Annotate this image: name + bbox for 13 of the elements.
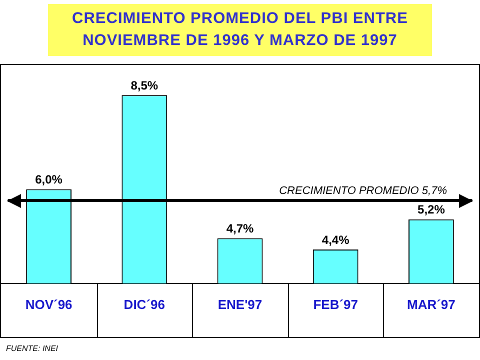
- data-label: 8,5%: [130, 78, 158, 92]
- data-label: 4,7%: [226, 222, 254, 236]
- data-label: 4,4%: [322, 232, 350, 247]
- source-note: FUENTE: INEI: [6, 344, 58, 353]
- x-tick-label: MAR´97: [406, 296, 456, 312]
- chart-title: CRECIMIENTO PROMEDIO DEL PBI ENTRE NOVIEMBRE DE 1996 Y MARZO DE 1997: [48, 4, 432, 56]
- x-tick-label: ENE'97: [218, 296, 262, 312]
- x-tick-label: NOV´96: [25, 296, 72, 312]
- ref-line-label: CRECIMIENTO PROMEDIO 5,7%: [279, 185, 448, 198]
- x-tick-label: FEB´97: [313, 296, 358, 312]
- x-tick-label: DIC´96: [124, 296, 165, 312]
- data-label: 6,0%: [35, 172, 63, 187]
- data-label: 5,2%: [418, 202, 446, 217]
